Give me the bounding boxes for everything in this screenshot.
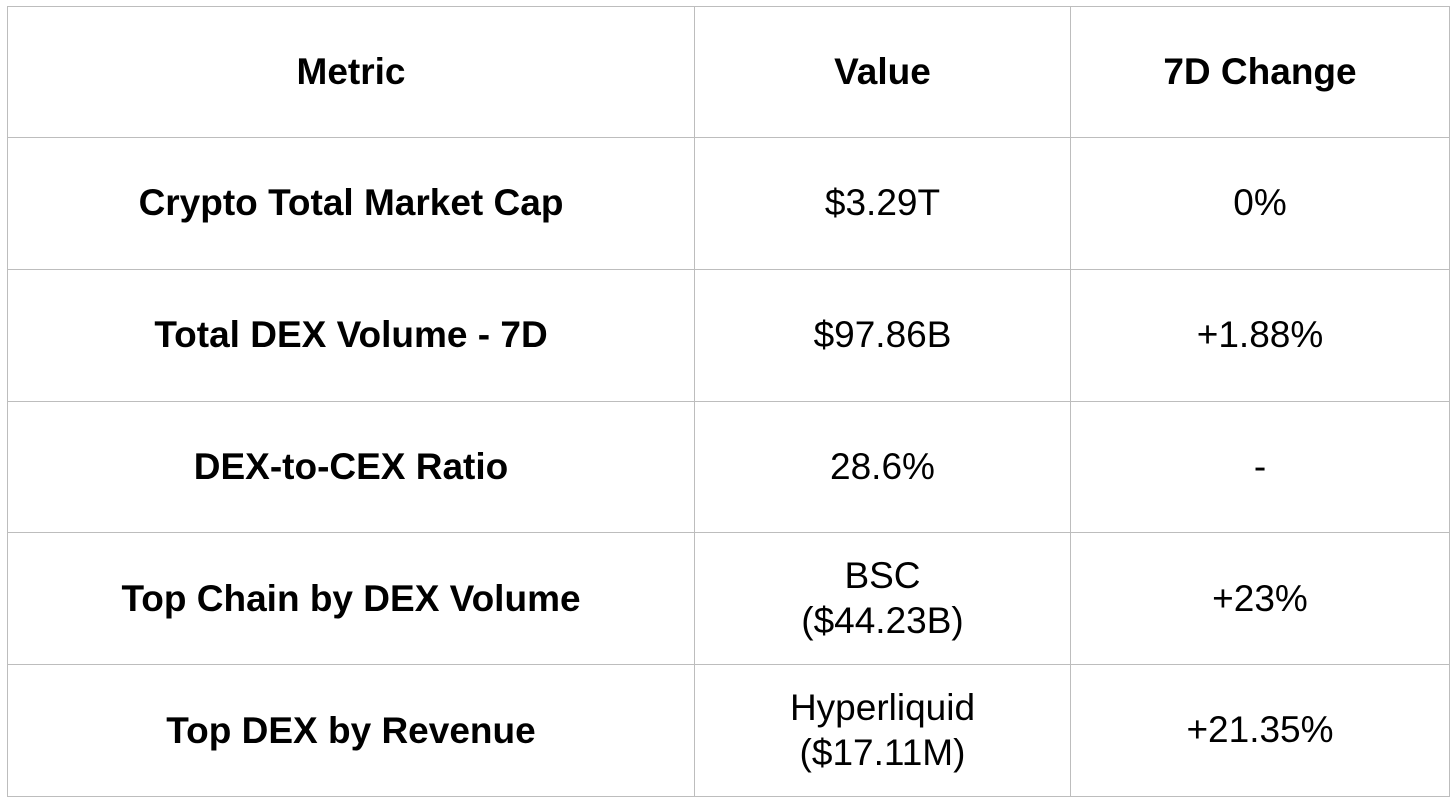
table-row: Total DEX Volume - 7D $97.86B +1.88% [7, 268, 1450, 402]
value-cell: Hyperliquid ($17.11M) [694, 664, 1071, 797]
change-cell: +23% [1070, 532, 1450, 666]
metrics-table-container: Metric Value 7D Change Crypto Total Mark… [7, 6, 1450, 797]
value-cell: BSC ($44.23B) [694, 532, 1071, 666]
change-cell: +21.35% [1070, 664, 1450, 797]
header-value: Value [694, 6, 1071, 138]
header-metric: Metric [7, 6, 695, 138]
metric-cell: Crypto Total Market Cap [7, 137, 695, 270]
value-text: 28.6% [830, 445, 935, 487]
change-cell: - [1070, 400, 1450, 534]
value-cell: 28.6% [694, 400, 1071, 534]
table-row: Crypto Total Market Cap $3.29T 0% [7, 137, 1450, 270]
header-7d-change: 7D Change [1070, 6, 1450, 138]
table-row: Top DEX by Revenue Hyperliquid ($17.11M)… [7, 664, 1450, 797]
value-text: $97.86B [813, 314, 952, 355]
change-cell: +1.88% [1070, 268, 1450, 402]
value-text: Hyperliquid [789, 687, 976, 729]
table-row: DEX-to-CEX Ratio 28.6% - [7, 400, 1450, 534]
value-text: BSC [844, 555, 921, 597]
value-subtext: ($17.11M) [799, 731, 966, 773]
metric-cell: Total DEX Volume - 7D [7, 268, 695, 402]
table-header-row: Metric Value 7D Change [7, 6, 1450, 138]
value-subtext: ($44.23B) [801, 599, 964, 641]
metrics-table: Metric Value 7D Change Crypto Total Mark… [7, 6, 1450, 797]
table-row: Top Chain by DEX Volume BSC ($44.23B) +2… [7, 532, 1450, 666]
value-cell: $97.86B [694, 268, 1071, 402]
value-cell: $3.29T [694, 137, 1071, 270]
metric-cell: Top Chain by DEX Volume [7, 532, 695, 666]
metric-cell: DEX-to-CEX Ratio [7, 400, 695, 534]
metric-cell: Top DEX by Revenue [7, 664, 695, 797]
change-cell: 0% [1070, 137, 1450, 270]
value-text: $3.29T [824, 182, 941, 224]
